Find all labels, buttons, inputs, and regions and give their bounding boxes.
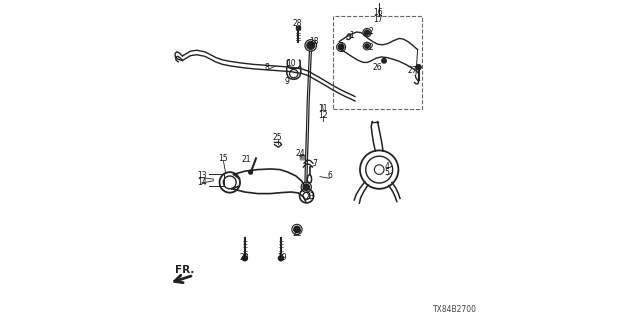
Circle shape [249,170,252,174]
Text: 8: 8 [265,63,269,72]
Text: 11: 11 [319,104,328,113]
Text: 15: 15 [218,154,228,163]
Text: 27: 27 [408,66,418,75]
Text: 2: 2 [369,44,374,52]
Circle shape [365,30,370,35]
Bar [296,26,301,29]
Text: 6: 6 [327,172,332,180]
Text: 17: 17 [372,15,383,24]
Text: 10: 10 [286,60,296,68]
Circle shape [278,256,284,261]
Circle shape [381,59,387,63]
Text: 7: 7 [312,159,317,168]
Circle shape [303,184,310,190]
Text: 9: 9 [285,77,289,86]
Text: 14: 14 [196,178,207,187]
Text: 5: 5 [385,168,390,177]
Bar [333,16,422,109]
Text: 25: 25 [273,133,283,142]
Text: 1: 1 [349,31,354,40]
Text: 18: 18 [309,37,318,46]
Bar [300,156,304,159]
Text: 21: 21 [242,156,251,164]
Text: 20: 20 [240,253,250,262]
Circle shape [294,226,300,233]
Text: 3: 3 [339,42,343,51]
Circle shape [365,44,369,48]
Bar [300,155,304,159]
Circle shape [339,44,344,50]
Text: 12: 12 [319,111,328,120]
Text: 2: 2 [369,28,374,36]
Text: 13: 13 [196,172,207,180]
Text: 19: 19 [276,253,287,262]
Text: FR.: FR. [175,265,195,275]
Text: 24: 24 [295,149,305,158]
Text: 23: 23 [305,192,316,201]
Circle shape [243,256,248,261]
Circle shape [416,65,421,70]
Text: 16: 16 [372,8,383,17]
Text: TX84B2700: TX84B2700 [433,305,477,314]
Text: 26: 26 [372,63,383,72]
Text: 28: 28 [293,20,302,28]
Text: 22: 22 [293,229,302,238]
Circle shape [307,42,315,49]
Text: 4: 4 [385,162,390,171]
